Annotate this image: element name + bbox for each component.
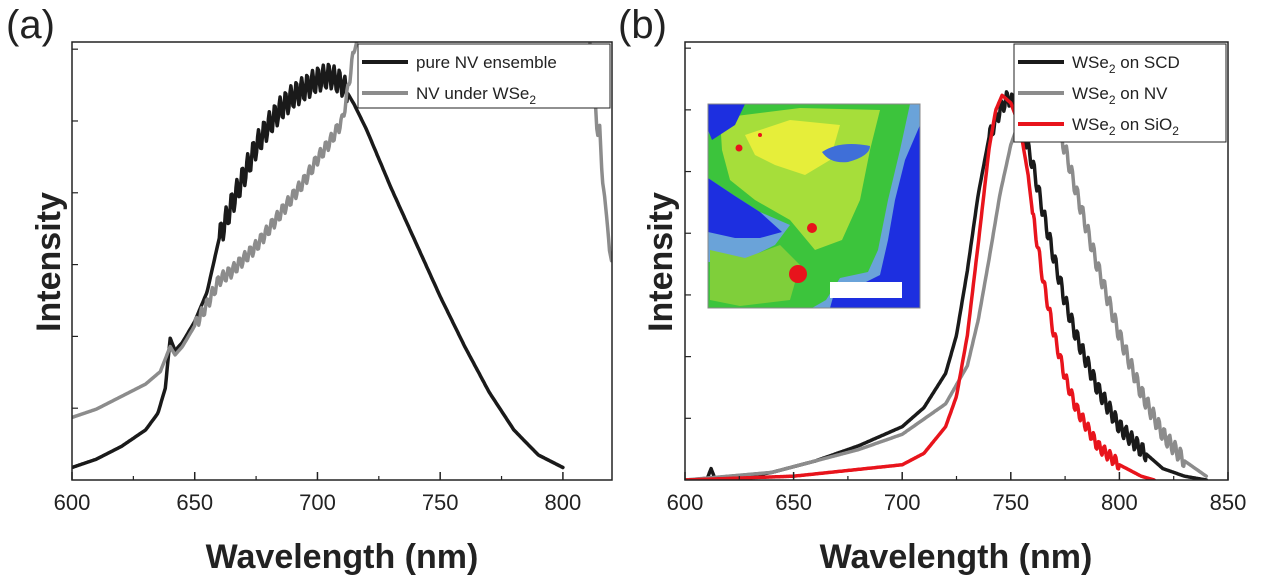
panel-a-ylabel: Intensity — [30, 192, 68, 332]
inset-hotspot-small — [735, 144, 743, 152]
series-line-a-0 — [72, 62, 565, 470]
x-tick-label: 800 — [1101, 490, 1138, 515]
inset-frame — [707, 103, 921, 309]
series-line-b-2 — [685, 93, 1156, 480]
panel-b-plot-area — [685, 90, 1209, 480]
legend-entry: NV under WSe2 — [416, 84, 536, 107]
inset-hotspot-mid — [807, 223, 817, 233]
x-tick-label: 650 — [775, 490, 812, 515]
legend-entry: pure NV ensemble — [416, 53, 557, 72]
panel-a: (a) 600 650 700 750 800 Wavelength (nm) Inte… — [6, 3, 613, 576]
panel-b-xlabel: Wavelength (nm) — [820, 538, 1093, 576]
inset-hotspot-large — [789, 265, 807, 283]
x-tick-label: 600 — [667, 490, 704, 515]
inset-hole-left — [708, 178, 782, 238]
panel-b: (b) 600 650 700 750 800 850 Wavelength (nm) I… — [618, 3, 1246, 576]
panel-a-label: (a) — [6, 3, 55, 47]
panel-b-legend: WSe2 on SCD WSe2 on NV WSe2 on SiO2 — [1013, 43, 1227, 143]
inset-region-peak — [745, 120, 840, 175]
series-line-a-1 — [72, 42, 359, 420]
x-tick-label: 750 — [992, 490, 1029, 515]
legend-entry: WSe2 on NV — [1072, 84, 1168, 107]
inset-region-lower — [710, 245, 800, 306]
series-line-b-1 — [685, 91, 1209, 480]
legend-entry: WSe2 on SiO2 — [1072, 115, 1179, 138]
inset-hotspot-tiny — [758, 133, 762, 137]
x-tick-label: 750 — [422, 490, 459, 515]
panel-a-ticks: 600 650 700 750 800 — [54, 48, 582, 515]
inset-stripe — [822, 144, 870, 163]
inset-scale-bar — [830, 282, 902, 298]
legend-box — [357, 43, 611, 109]
x-tick-label: 600 — [54, 490, 91, 515]
x-tick-label: 700 — [884, 490, 921, 515]
panel-a-frame — [71, 41, 613, 481]
x-tick-label: 800 — [545, 490, 582, 515]
x-tick-label: 850 — [1210, 490, 1247, 515]
x-tick-label: 700 — [299, 490, 336, 515]
panel-a-legend: pure NV ensemble NV under WSe2 — [357, 43, 611, 109]
panel-b-ticks: 600 650 700 750 800 850 — [667, 47, 1247, 515]
legend-entry: WSe2 on SCD — [1072, 53, 1180, 76]
inset-pl-map — [707, 103, 921, 309]
x-tick-label: 650 — [176, 490, 213, 515]
inset-hole-topleft — [708, 104, 745, 140]
panel-a-xlabel: Wavelength (nm) — [206, 538, 479, 576]
panel-b-label: (b) — [618, 3, 667, 47]
panel-b-ylabel: Intensity — [642, 192, 680, 332]
